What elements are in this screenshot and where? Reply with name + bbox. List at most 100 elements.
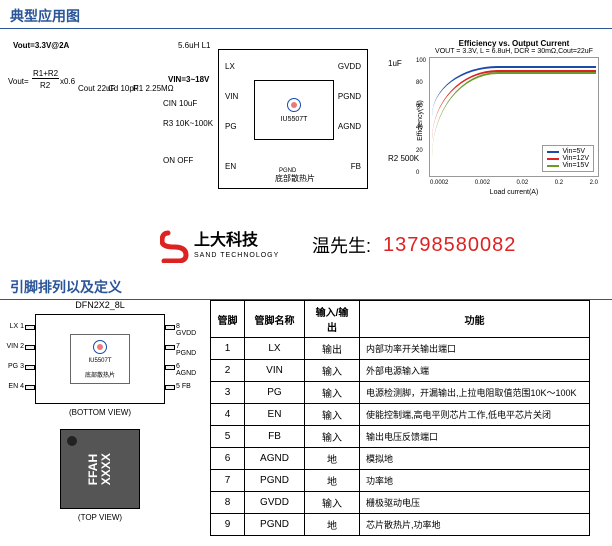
cell-io: 地 xyxy=(305,448,360,470)
cell-name: PGND xyxy=(245,470,305,492)
pin-num: 4 xyxy=(20,383,24,390)
pin-pad xyxy=(25,325,35,330)
cell-pin: 7 xyxy=(211,470,245,492)
pin-name: FB xyxy=(182,383,191,390)
chart-legend: Vin=5V Vin=12V Vin=15V xyxy=(542,145,594,172)
pin-num: 6 xyxy=(176,363,180,370)
pin-pg: PG xyxy=(225,122,237,131)
cell-func: 外部电源输入端 xyxy=(360,360,590,382)
pin-name: AGND xyxy=(176,370,196,377)
table-row: 3 PG 输入 电源检测脚，开漏输出,上拉电阻取值范围10K～100K xyxy=(211,382,590,404)
xtick: 2.0 xyxy=(590,180,598,186)
pkg-chip-name: IU5507T xyxy=(88,358,111,364)
pkg-chip-logo-icon xyxy=(93,340,107,354)
vout-label: Vout=3.3V@2A xyxy=(13,41,69,50)
bottom-view-label: (BOTTOM VIEW) xyxy=(10,408,190,417)
pkg-heat: 底部散热片 xyxy=(85,370,115,379)
cell-pin: 5 xyxy=(211,426,245,448)
cell-name: EN xyxy=(245,404,305,426)
legend-label: Vin=12V xyxy=(562,155,589,162)
chip-center: IU5507T xyxy=(254,80,334,140)
vout-formula-d: x0.6 xyxy=(60,77,75,86)
vin-range: VIN=3~18V xyxy=(168,75,209,84)
sand-logo-icon: 上大科技 SAND TECHNOLOGY xyxy=(160,227,300,263)
pin-num: 3 xyxy=(20,363,24,370)
pin-gvdd: GVDD xyxy=(338,62,361,71)
pin-name: LX xyxy=(10,323,19,330)
y-axis-label: Efficiency(%) xyxy=(417,100,424,141)
pin-pad xyxy=(165,345,175,350)
r1-label: R1 2.25MΩ xyxy=(133,84,174,93)
pin-pad xyxy=(25,345,35,350)
pin-lx: LX xyxy=(225,62,235,71)
chart-subtitle: VOUT = 3.3V, L = 6.8uH, DCR = 30mΩ,Cout=… xyxy=(424,48,604,55)
logo-row: 上大科技 SAND TECHNOLOGY 温先生: 13798580082 xyxy=(160,227,612,263)
cell-func: 功率地 xyxy=(360,470,590,492)
section-title-app: 典型应用图 xyxy=(0,0,612,29)
cell-pin: 9 xyxy=(211,514,245,536)
cell-pin: 3 xyxy=(211,382,245,404)
ytick: 0 xyxy=(416,170,426,176)
schematic: Vout=3.3V@2A Vout= R1+R2 R2 x0.6 Cout 22… xyxy=(8,39,418,209)
pin1-dot-icon xyxy=(67,436,77,446)
efficiency-chart: Efficiency vs. Output Current VOUT = 3.3… xyxy=(424,39,604,209)
vout-formula-b: R1+R2 xyxy=(32,69,59,79)
pin-agnd: AGND xyxy=(338,122,361,131)
table-row: 7 PGND 地 功率地 xyxy=(211,470,590,492)
onoff-label: ON OFF xyxy=(163,156,193,165)
th-io: 输入/输出 xyxy=(305,301,360,338)
cell-pin: 6 xyxy=(211,448,245,470)
pin-vin: VIN xyxy=(225,92,238,101)
cell-name: PG xyxy=(245,382,305,404)
cell-func: 电源检测脚，开漏输出,上拉电阻取值范围10K～100K xyxy=(360,382,590,404)
cell-io: 地 xyxy=(305,470,360,492)
cell-func: 芯片散热片,功率地 xyxy=(360,514,590,536)
cell-name: LX xyxy=(245,338,305,360)
table-row: 6 AGND 地 模拟地 xyxy=(211,448,590,470)
c1-label: 1uF xyxy=(388,59,402,68)
ytick: 80 xyxy=(416,80,426,86)
cell-io: 输入 xyxy=(305,426,360,448)
pin-pad xyxy=(165,385,175,390)
legend-label: Vin=5V xyxy=(562,148,585,155)
pin-num: 8 xyxy=(176,323,180,330)
legend-swatch xyxy=(547,165,559,167)
marking-line2: XXXX xyxy=(99,453,113,485)
package-column: DFN2X2_8L IU5507T 底部散热片 LX 1 VIN 2 xyxy=(10,300,190,536)
x-axis: 0.0002 0.002 0.02 0.2 2.0 xyxy=(430,180,598,186)
brand-cn: 上大科技 xyxy=(194,230,259,249)
cell-io: 输入 xyxy=(305,382,360,404)
cell-io: 输出 xyxy=(305,338,360,360)
ytick: 20 xyxy=(416,148,426,154)
l1-label: 5.6uH L1 xyxy=(178,41,210,50)
section-title-pins: 引脚排列以及定义 xyxy=(0,271,612,300)
heat-label: 底部散热片 xyxy=(275,173,315,184)
cell-func: 输出电压反馈端口 xyxy=(360,426,590,448)
contact-phone: 13798580082 xyxy=(383,234,516,257)
pin-name: EN xyxy=(8,383,18,390)
xtick: 0.0002 xyxy=(430,180,448,186)
cell-name: PGND xyxy=(245,514,305,536)
ytick: 100 xyxy=(416,58,426,64)
legend-label: Vin=15V xyxy=(562,162,589,169)
cell-func: 使能控制端,高电平则芯片工作,低电平芯片关闭 xyxy=(360,404,590,426)
package-bottom: IU5507T 底部散热片 LX 1 VIN 2 PG 3 EN 4 8 GVD… xyxy=(35,314,165,404)
chip-name: IU5507T xyxy=(281,116,308,123)
th-name: 管脚名称 xyxy=(245,301,305,338)
pin-num: 7 xyxy=(176,343,180,350)
r3-label: R3 10K~100K xyxy=(163,119,213,128)
cell-name: FB xyxy=(245,426,305,448)
th-func: 功能 xyxy=(360,301,590,338)
cell-io: 输入 xyxy=(305,360,360,382)
marking: FFAH XXXX xyxy=(87,453,113,485)
legend-swatch xyxy=(547,158,559,160)
xtick: 0.02 xyxy=(517,180,529,186)
pin-num: 5 xyxy=(176,383,180,390)
pin-fb: FB xyxy=(351,162,361,171)
marking-line1: FFAH xyxy=(86,454,100,485)
pkg-chip-center: IU5507T 底部散热片 xyxy=(70,334,130,384)
vout-formula-a: Vout= xyxy=(8,77,29,86)
legend-swatch xyxy=(547,151,559,153)
cell-name: AGND xyxy=(245,448,305,470)
contact-name: 温先生: xyxy=(312,232,371,258)
